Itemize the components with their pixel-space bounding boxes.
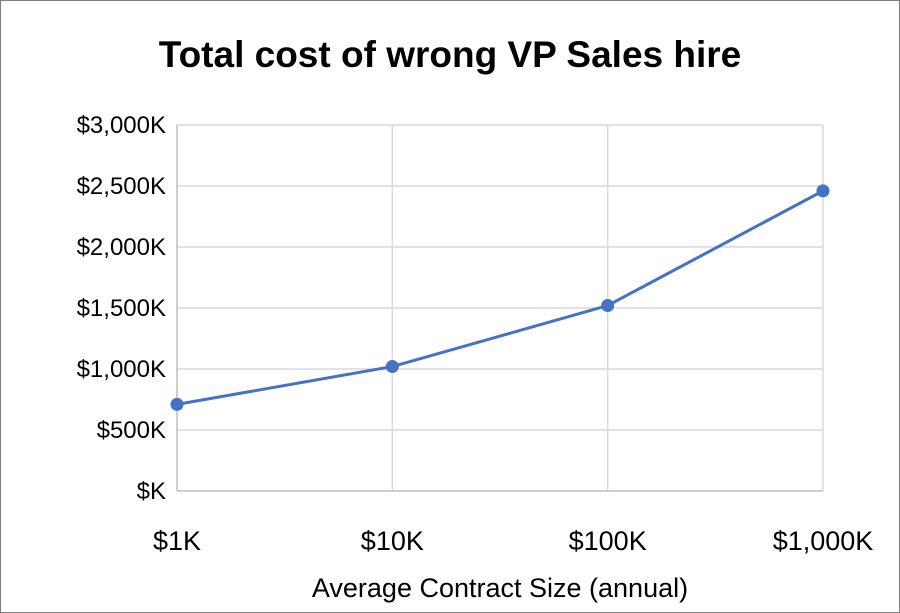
- series-layer: [170, 184, 830, 411]
- data-point: [385, 360, 399, 374]
- y-tick-labels: $K $500K $1,000K $1,500K $2,000K $2,500K $3,00…: [77, 112, 166, 505]
- grid-layer: [177, 124, 824, 491]
- chart-title: Total cost of wrong VP Sales hire: [159, 34, 742, 75]
- axis-layer: [176, 125, 823, 492]
- y-tick-label: $2,000K: [77, 234, 166, 261]
- y-tick-label: $K: [137, 478, 166, 505]
- x-tick-label: $1,000K: [773, 526, 874, 556]
- data-point: [816, 184, 830, 198]
- x-tick-label: $10K: [361, 526, 424, 556]
- data-point: [170, 397, 184, 411]
- y-tick-label: $500K: [97, 417, 166, 444]
- x-tick-label: $1K: [153, 526, 201, 556]
- y-tick-label: $1,000K: [77, 356, 166, 383]
- x-tick-labels: $1K $10K $100K $1,000K: [153, 526, 873, 556]
- y-tick-label: $3,000K: [77, 112, 166, 139]
- x-tick-label: $100K: [569, 526, 647, 556]
- series-line: [176, 189, 824, 406]
- x-axis-label: Average Contract Size (annual): [312, 573, 688, 603]
- data-point: [601, 299, 615, 313]
- y-tick-label: $2,500K: [77, 173, 166, 200]
- y-tick-label: $1,500K: [77, 295, 166, 322]
